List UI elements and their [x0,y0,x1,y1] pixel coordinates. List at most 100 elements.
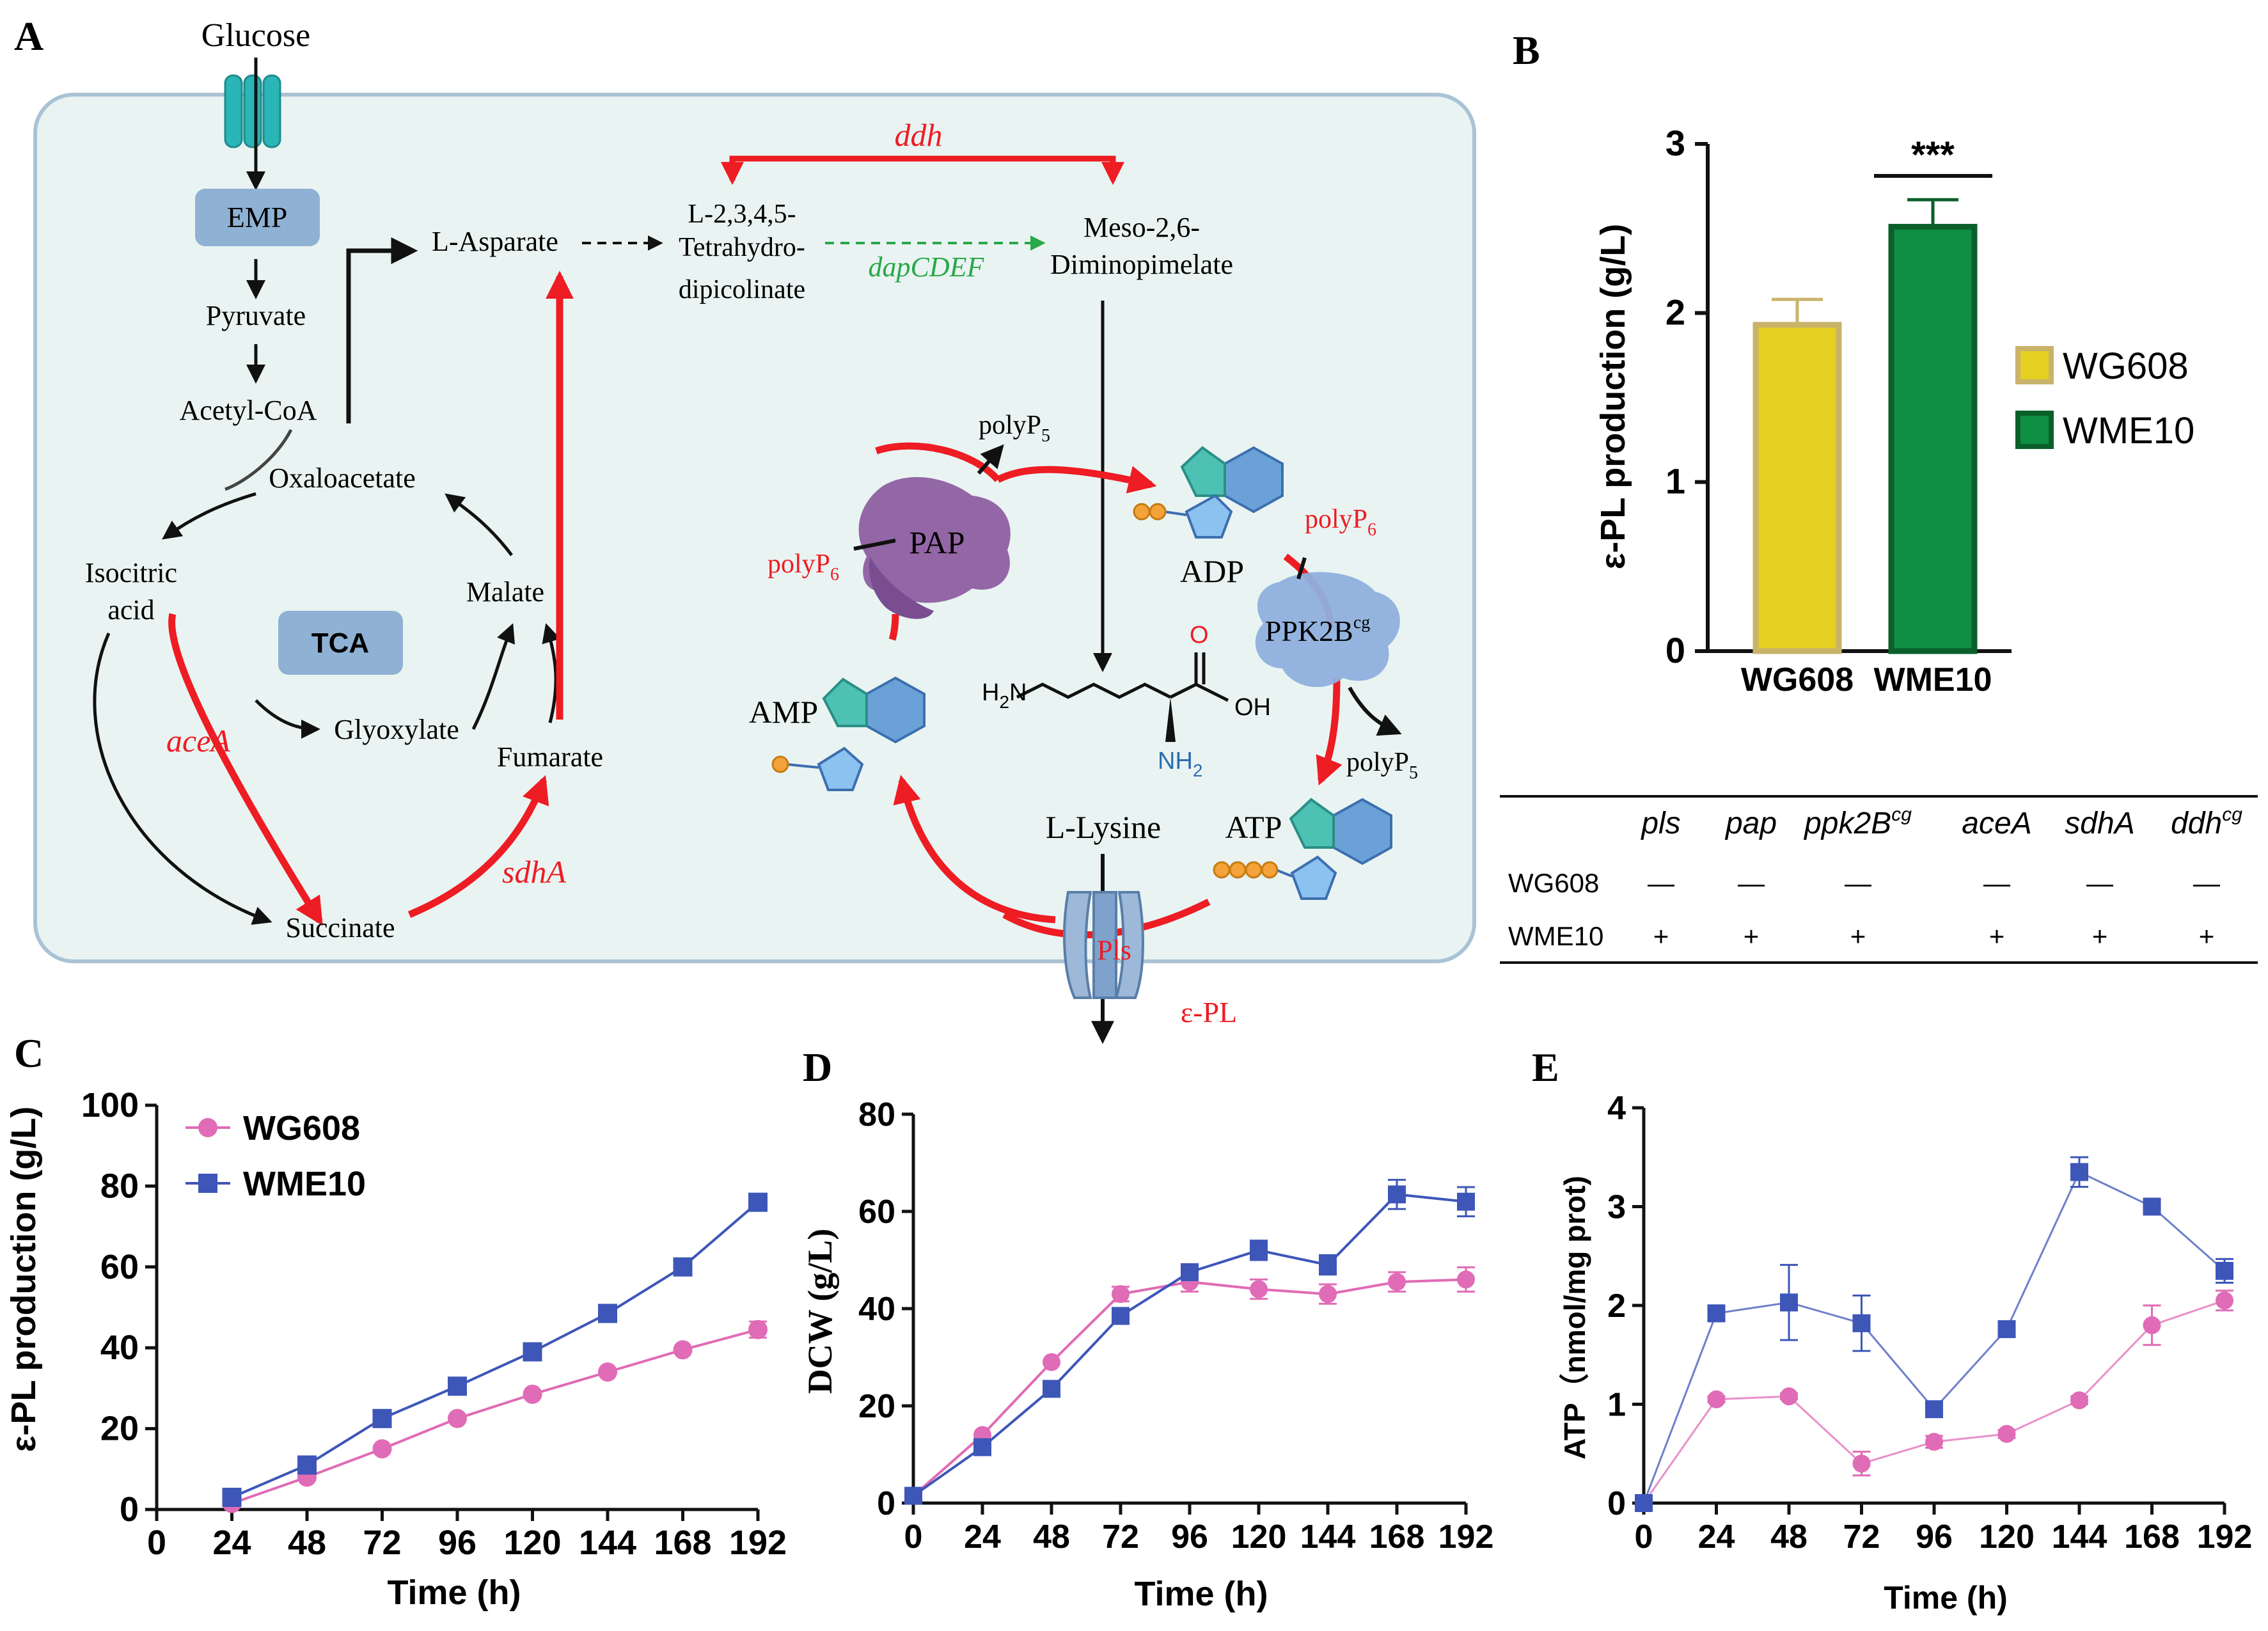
pyruvate-label: Pyruvate [206,300,306,331]
cell-membrane [33,93,1476,963]
chart-d-x-tick-label: 120 [1231,1518,1287,1556]
chart-c-point-wme10 [448,1376,467,1396]
acetyl-coa-label: Acetyl-CoA [179,395,317,426]
chart-e-point-wme10 [2070,1163,2088,1181]
chart-c-x-tick-label: 168 [654,1524,711,1562]
thdp-line1: L-2,3,4,5- [688,200,796,229]
lysine-h2n-label: H2N [982,679,1027,712]
chart-e-point-wg608 [1997,1424,2016,1443]
chart-d-point-wme10 [1112,1307,1130,1325]
table-cell: + [1850,921,1866,951]
chart-c-y-tick-label: 60 [100,1248,139,1286]
meso-line1: Meso-2,6- [1083,212,1200,243]
thdp-line3: dipicolinate [679,275,805,304]
chart-e-y-tick-label: 1 [1607,1387,1626,1424]
table-cell: + [2199,921,2215,951]
chart-c-point-wme10 [748,1192,768,1212]
fumarate-label: Fumarate [497,741,603,773]
chart-d-x-tick-label: 192 [1438,1518,1494,1556]
table-header-ppk2b: ppk2Bcg [1803,804,1912,840]
chart-d-line-wme10 [912,1193,1467,1497]
table-cell: — [2193,868,2220,898]
emp-box [195,189,320,246]
c-legend-wme10-marker [198,1174,217,1193]
glucose-label: Glucose [201,17,310,54]
meso-line2: Diminopimelate [1050,249,1233,280]
emp-label: EMP [227,201,288,233]
amp-label: AMP [749,694,818,730]
chart-d-y-tick-label: 20 [858,1388,895,1425]
lysine-nh2-label: NH2 [1158,748,1202,780]
chart-c-y-tick-label: 100 [81,1086,139,1124]
c-legend-wg608-marker [198,1118,217,1137]
malate-label: Malate [466,576,544,608]
chart-d-y-tick-label: 60 [858,1194,895,1231]
chart-d-y-tick-label: 0 [877,1485,895,1522]
chart-e-point-wg608 [2070,1391,2088,1410]
chart-d-point-wme10 [1043,1380,1060,1398]
table-cell: + [1653,921,1669,951]
chart-d-point-wg608 [1043,1353,1060,1371]
tca-box [278,611,403,675]
chart-c-point-wme10 [372,1408,392,1428]
c-legend-wg608: WG608 [243,1109,360,1147]
chart-d-point-wme10 [1250,1241,1268,1259]
c-y-label: ε-PL production (g/L) [4,1107,43,1453]
atp-label: ATP [1225,809,1282,845]
chart-e-y-tick-label: 4 [1607,1090,1626,1127]
c-x-label: Time (h) [387,1573,521,1612]
c-legend: WG608 WME10 [185,1109,366,1203]
chart-c-x-tick-label: 120 [503,1524,561,1562]
legend-wg608-label: WG608 [2063,345,2189,387]
chart-e-point-wme10 [1780,1293,1798,1312]
chart-c-point-wme10 [523,1342,542,1362]
e-y-label: ATP（nmol/mg prot) [1558,1176,1591,1460]
acea-label: aceA [166,723,230,759]
polyp5-top-label: polyP5 [979,411,1050,446]
panel-label-a: A [14,13,43,59]
chart-e-x-tick-label: 72 [1843,1518,1880,1556]
table-row-label-wme10: WME10 [1508,921,1603,951]
chart-c-point-wg608 [748,1320,768,1339]
chart-e-x-tick-label: 0 [1635,1518,1653,1556]
polyp6-left-label: polyP6 [768,549,839,585]
chart-d-point-wg608 [1112,1285,1130,1304]
polyp5-right-label: polyP5 [1346,748,1418,783]
chart-e-point-wg608 [2143,1316,2161,1334]
chart-e-point-wg608 [1780,1387,1798,1406]
isocitric-line1: Isocitric [85,557,177,588]
table-header-pap: pap [1724,807,1777,840]
chart-e-point-wg608 [1925,1433,1943,1451]
panel-label-c: C [14,1030,43,1076]
chart-e-x-tick-label: 48 [1770,1518,1807,1556]
legend-wme10-label: WME10 [2063,410,2194,452]
lysine-structure-icon [1016,652,1229,742]
chart-e-point-wme10 [2143,1197,2161,1216]
chart-d: 0 20 40 60 80 0 24 48 72 96 120 144 168 192 [858,1096,1493,1556]
chart-d-point-wg608 [1388,1273,1406,1291]
chart-c-point-wg608 [673,1340,693,1360]
table-cell: — [1738,868,1765,898]
panel-c: C 0 20 40 60 80 100 0 24 48 72 96 120 144 168 192 ε-PL… [4,1030,787,1612]
chart-d-point-wg608 [1457,1270,1475,1289]
pap-enzyme-icon [858,477,1011,619]
chart-d-x-tick-label: 144 [1300,1518,1356,1556]
pap-label: PAP [909,524,965,560]
table-cell: + [1989,921,2005,951]
chart-c-point-wg608 [372,1439,392,1459]
chart-e-point-wme10 [1707,1304,1726,1323]
chart-e-x-tick-label: 168 [2124,1518,2180,1556]
c-legend-wme10: WME10 [243,1165,366,1203]
chart-d-x-tick-label: 96 [1171,1518,1208,1556]
table-header-acea: aceA [1962,807,2031,840]
chart-e: 0 1 2 3 4 0 24 48 72 96 120 144 168 192 [1607,1090,2252,1556]
chart-c-line-wg608 [231,1328,759,1505]
table-rows: WG608 — — — — — — WME10 + + + + + + [1508,868,2220,951]
b-legend: WG608 WME10 [2015,345,2194,452]
l-asparate-label: L-Asparate [432,226,558,257]
chart-d-point-wme10 [904,1486,922,1505]
glucose-transporter-icon [224,74,281,148]
chart-e-y-tick-label: 0 [1607,1485,1626,1522]
